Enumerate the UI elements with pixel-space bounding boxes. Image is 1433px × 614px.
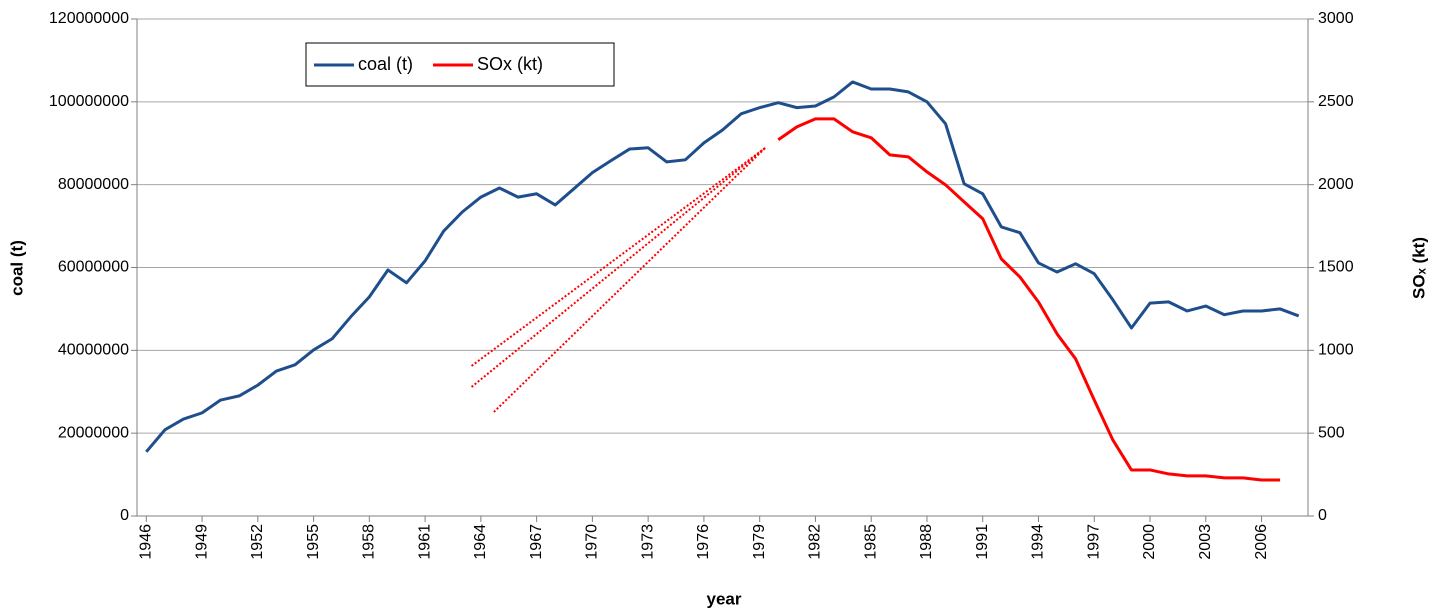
x-tick-label: 1967 bbox=[528, 524, 545, 560]
x-tick-label: 1985 bbox=[862, 524, 879, 560]
x-tick-label: 1988 bbox=[918, 524, 935, 560]
x-tick-label: 1976 bbox=[695, 524, 712, 560]
y2-tick-label: 500 bbox=[1318, 424, 1345, 441]
x-tick-label: 1946 bbox=[138, 524, 155, 560]
y2-tick-label: 2500 bbox=[1318, 93, 1354, 110]
x-axis-title: year bbox=[707, 589, 742, 608]
x-tick-label: 1955 bbox=[305, 524, 322, 560]
y-tick-label: 0 bbox=[120, 507, 129, 524]
series-line bbox=[777, 117, 1281, 482]
y-tick-label: 20000000 bbox=[58, 424, 129, 441]
y-tick-label: 120000000 bbox=[49, 10, 129, 27]
series-line bbox=[145, 80, 1300, 453]
y2-tick-label: 3000 bbox=[1318, 10, 1354, 27]
x-tick-label: 1991 bbox=[974, 524, 991, 560]
y2-tick-label: 1000 bbox=[1318, 342, 1354, 359]
x-tick-label: 1979 bbox=[751, 524, 768, 560]
x-tick-label: 2003 bbox=[1197, 524, 1214, 560]
x-tick-label: 2000 bbox=[1141, 524, 1158, 560]
x-tick-label: 1961 bbox=[416, 524, 433, 560]
x-tick-label: 1973 bbox=[639, 524, 656, 560]
legend-label: SOx (kt) bbox=[477, 54, 543, 74]
y-tick-label: 40000000 bbox=[58, 342, 129, 359]
trend-line bbox=[470, 147, 766, 388]
x-tick-label: 1949 bbox=[193, 524, 210, 560]
y2-tick-label: 0 bbox=[1318, 507, 1327, 524]
y-tick-label: 100000000 bbox=[49, 93, 129, 110]
x-tick-label: 1982 bbox=[807, 524, 824, 560]
x-tick-label: 1958 bbox=[361, 524, 378, 560]
x-tick-label: 1970 bbox=[584, 524, 601, 560]
x-tick-label: 2006 bbox=[1253, 524, 1270, 560]
y2-axis-title: SOₓ (kt) bbox=[1409, 237, 1428, 299]
y-tick-label: 60000000 bbox=[58, 259, 129, 276]
x-tick-label: 1994 bbox=[1030, 524, 1047, 560]
y-tick-label: 80000000 bbox=[58, 176, 129, 193]
trend-line bbox=[470, 147, 766, 367]
legend-label: coal (t) bbox=[358, 54, 413, 74]
y2-tick-label: 2000 bbox=[1318, 176, 1354, 193]
y-axis-title: coal (t) bbox=[7, 240, 26, 296]
x-tick-label: 1952 bbox=[249, 524, 266, 560]
x-tick-label: 1997 bbox=[1085, 524, 1102, 560]
trend-line bbox=[493, 147, 766, 413]
y2-tick-label: 1500 bbox=[1318, 259, 1354, 276]
x-tick-label: 1964 bbox=[472, 524, 489, 560]
